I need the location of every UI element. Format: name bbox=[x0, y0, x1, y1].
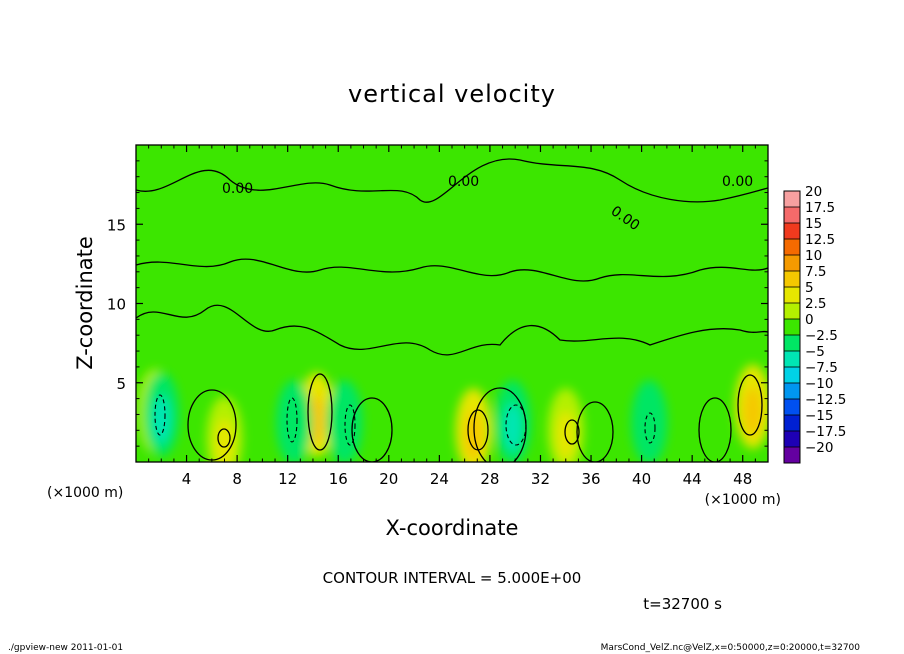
updraft-contour bbox=[564, 419, 580, 445]
x-tick-label: 32 bbox=[531, 470, 550, 488]
x-tick-label: 48 bbox=[733, 470, 752, 488]
colorbar-label: 17.5 bbox=[805, 200, 835, 216]
colorbar-label: −2.5 bbox=[805, 328, 838, 344]
footer-right: MarsCond_VelZ.nc@VelZ,x=0:50000,z=0:2000… bbox=[601, 643, 861, 653]
updraft-core bbox=[743, 387, 762, 436]
y-tick-label: 15 bbox=[107, 216, 126, 234]
updraft-contour bbox=[307, 373, 333, 451]
x-tick-label: 20 bbox=[379, 470, 398, 488]
colorbar-label: −10 bbox=[805, 376, 834, 392]
x-axis-label: X-coordinate bbox=[386, 516, 519, 540]
colorbar-label: −17.5 bbox=[805, 424, 846, 440]
updraft-contour bbox=[351, 397, 393, 462]
colorbar-swatch bbox=[784, 399, 800, 416]
downdraft-contour bbox=[505, 404, 527, 446]
colorbar: 2017.51512.5107.552.50−2.5−5−7.5−10−12.5… bbox=[783, 184, 846, 464]
y-tick-label: 5 bbox=[116, 375, 126, 393]
updraft-core bbox=[307, 395, 326, 444]
downdraft-contour bbox=[644, 412, 656, 444]
y-tick-label: 10 bbox=[107, 296, 126, 314]
zero-contour-lower bbox=[136, 304, 768, 356]
colorbar-label: −20 bbox=[805, 440, 834, 456]
updraft-contour bbox=[698, 397, 732, 462]
downdraft-contour bbox=[154, 394, 166, 436]
x-tick-label: 4 bbox=[182, 470, 192, 488]
colorbar-swatch bbox=[784, 271, 800, 288]
colorbar-swatch bbox=[784, 319, 800, 336]
colorbar-swatch bbox=[784, 239, 800, 256]
downdraft-core bbox=[285, 403, 303, 452]
x-tick-label: 24 bbox=[430, 470, 449, 488]
downdraft-core bbox=[503, 403, 522, 452]
contour-interval-text: CONTOUR INTERVAL = 5.000E+00 bbox=[323, 569, 582, 587]
colorbar-label: −7.5 bbox=[805, 360, 838, 376]
x-tick-label: 16 bbox=[329, 470, 348, 488]
x-tick-label: 8 bbox=[232, 470, 242, 488]
downdraft-contour bbox=[286, 397, 298, 443]
x-tick-label: 28 bbox=[480, 470, 499, 488]
updraft-core bbox=[215, 419, 234, 462]
zero-contour-upper bbox=[136, 158, 768, 203]
colorbar-label: 2.5 bbox=[805, 296, 826, 312]
time-text: t=32700 s bbox=[643, 595, 722, 613]
updraft-contour bbox=[217, 428, 231, 448]
colorbar-swatch bbox=[784, 383, 800, 400]
x-tick-label: 44 bbox=[683, 470, 702, 488]
colorbar-swatch bbox=[784, 223, 800, 240]
colorbar-label: 10 bbox=[805, 248, 822, 264]
colorbar-label: 12.5 bbox=[805, 232, 835, 248]
colorbar-swatch bbox=[784, 335, 800, 352]
colorbar-label: 15 bbox=[805, 216, 822, 232]
plot-area: 0.00 0.00 0.00 0.00 4 8 12 16 20 24 28 32 36 40 44… bbox=[107, 144, 769, 488]
x-tick-label: 36 bbox=[581, 470, 600, 488]
chart-title: vertical velocity bbox=[348, 80, 556, 108]
updraft-contour bbox=[576, 401, 614, 462]
colorbar-swatch bbox=[784, 191, 800, 208]
colorbar-swatch bbox=[784, 351, 800, 368]
downdraft-core bbox=[335, 403, 354, 452]
x-unit-label: (×1000 m) bbox=[705, 492, 781, 508]
colorbar-label: 20 bbox=[805, 184, 822, 200]
zero-contour-mid bbox=[136, 258, 768, 282]
colorbar-label: 7.5 bbox=[805, 264, 826, 280]
contour-label: 0.00 bbox=[222, 181, 253, 197]
x-tick-label: 12 bbox=[278, 470, 297, 488]
colorbar-label: 0 bbox=[805, 312, 814, 328]
downdraft-contour bbox=[344, 404, 356, 446]
colorbar-label: −12.5 bbox=[805, 392, 846, 408]
colorbar-label: 5 bbox=[805, 280, 814, 296]
contour-label: 0.00 bbox=[722, 174, 753, 190]
y-unit-label: (×1000 m) bbox=[47, 485, 123, 501]
colorbar-swatch bbox=[784, 207, 800, 224]
colorbar-label: −5 bbox=[805, 344, 825, 360]
x-tick-label: 40 bbox=[632, 470, 651, 488]
downdraft-core bbox=[640, 403, 659, 452]
colorbar-swatch bbox=[784, 287, 800, 304]
colorbar-swatch bbox=[784, 367, 800, 384]
y-axis-label: Z-coordinate bbox=[73, 236, 97, 370]
colorbar-label: −15 bbox=[805, 408, 834, 424]
colorbar-swatch bbox=[784, 431, 800, 448]
downdraft-core bbox=[152, 395, 171, 444]
updraft-contour bbox=[737, 374, 763, 436]
colorbar-swatch bbox=[784, 303, 800, 320]
colorbar-swatch bbox=[784, 255, 800, 272]
contour-label: 0.00 bbox=[448, 174, 479, 190]
footer-left: ./gpview-new 2011-01-01 bbox=[8, 643, 123, 653]
colorbar-swatch bbox=[784, 415, 800, 432]
colorbar-swatch bbox=[784, 447, 800, 464]
